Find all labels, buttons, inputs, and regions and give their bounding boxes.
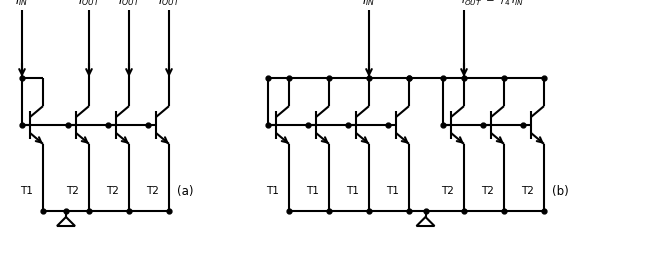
Text: $I_{IN}$: $I_{IN}$ [16,0,29,8]
Text: T2: T2 [146,186,159,196]
Text: (a): (a) [177,185,194,198]
Text: $I_{OUT}$: $I_{OUT}$ [118,0,140,8]
Text: $I_{IN}$: $I_{IN}$ [363,0,376,8]
Text: $I_{OUT}$ $= \,^{3}\!/_{4}\, I_{IN}$: $I_{OUT}$ $= \,^{3}\!/_{4}\, I_{IN}$ [461,0,523,8]
Text: $I_{OUT}$: $I_{OUT}$ [158,0,180,8]
Text: $I_{OUT}$: $I_{OUT}$ [78,0,100,8]
Text: T2: T2 [481,186,493,196]
Text: T2: T2 [441,186,454,196]
Text: T1: T1 [306,186,318,196]
Text: T2: T2 [106,186,119,196]
Text: T1: T1 [20,186,32,196]
Text: T1: T1 [385,186,398,196]
Text: T2: T2 [66,186,79,196]
Text: (b): (b) [552,185,569,198]
Text: T1: T1 [346,186,359,196]
Text: T1: T1 [266,186,279,196]
Text: T2: T2 [521,186,534,196]
